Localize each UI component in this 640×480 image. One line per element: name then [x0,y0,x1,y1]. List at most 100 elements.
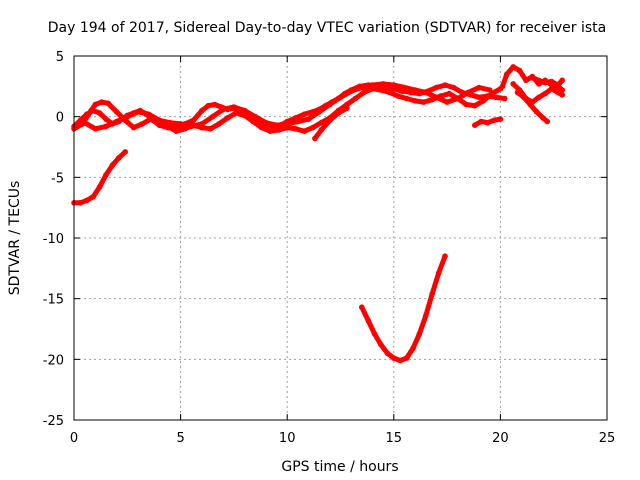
data-point [81,119,88,126]
data-point [103,172,109,178]
data-point [542,90,548,97]
data-point [542,79,548,86]
data-point [442,253,448,259]
data-point [301,128,308,134]
data-point [252,113,258,120]
data-point [258,124,265,131]
data-point [361,89,367,96]
data-point [205,102,212,109]
data-point [263,119,269,126]
data-point [312,135,318,142]
data-point [533,109,540,115]
data-point [318,119,325,126]
data-point [113,109,120,115]
data-point [96,184,103,190]
series-track-e [472,116,504,128]
data-point [455,95,461,102]
data-point [124,113,131,120]
data-point [199,121,205,127]
y-axis-title: SDTVAR / TECUs [7,181,23,296]
data-point [504,71,510,77]
data-point [555,82,561,88]
data-point [335,110,342,116]
data-point [420,99,427,105]
data-point [90,193,96,200]
data-point [433,94,440,101]
data-point [493,94,499,101]
x-tick-label: 15 [386,431,403,446]
data-point [105,100,111,107]
x-tick-label: 5 [176,431,184,446]
y-tick-label: -15 [43,293,64,308]
data-point [122,149,128,155]
data-point [275,127,282,133]
data-point [250,118,256,125]
data-point [484,119,491,126]
series-track-i [529,75,565,88]
data-point [391,355,397,361]
data-point [233,110,239,116]
data-point [540,115,546,121]
x-axis-title: GPS time / hours [281,459,398,475]
data-point [499,83,506,90]
data-point [88,107,94,114]
data-point [416,331,423,337]
data-point [284,121,291,127]
data-point [77,200,84,206]
data-point [116,155,122,161]
data-point [536,94,542,101]
data-point [173,128,180,134]
series-band [71,86,503,134]
x-tick-label: 10 [279,431,296,446]
data-point [156,117,163,124]
data-point [145,111,152,117]
data-point [224,115,231,121]
series-track-c [81,81,493,132]
data-point [510,64,516,70]
data-point [98,99,105,105]
data-point [401,84,408,91]
x-tick-label: 20 [492,431,509,446]
data-point [501,95,508,102]
data-point [378,87,384,93]
data-point [491,117,497,124]
data-point [301,111,308,117]
data-point [435,270,442,277]
data-point [316,109,323,115]
data-point [216,121,222,127]
series-track-d [312,105,350,142]
data-point [548,78,555,85]
data-point [190,117,197,124]
data-point [497,116,504,122]
data-point [352,95,359,102]
data-point [359,84,365,91]
data-point [199,107,205,114]
axis-ticks: 0 5 10 15 20 25 -25 -20 -15 -10 -5 0 5 [43,50,616,446]
data-point [384,350,391,357]
data-point [480,98,487,104]
data-point [220,106,226,113]
data-point [529,75,536,81]
data-point [463,101,470,108]
series-track-h [514,89,551,125]
data-point [241,107,248,114]
data-point [391,82,397,88]
data-point [412,87,418,93]
data-point [92,126,99,132]
y-tick-label: 5 [56,50,64,65]
data-point [292,126,299,132]
data-point [177,121,184,127]
data-point [371,331,378,337]
data-point [465,89,472,96]
series-track-k [359,253,448,364]
data-point [523,77,529,84]
data-point [446,90,453,97]
data-point [188,123,195,130]
data-point [207,126,214,132]
data-point [486,87,493,93]
data-point [410,345,416,352]
data-point [423,89,429,96]
data-point [450,84,457,91]
x-tick-label: 0 [70,431,78,446]
